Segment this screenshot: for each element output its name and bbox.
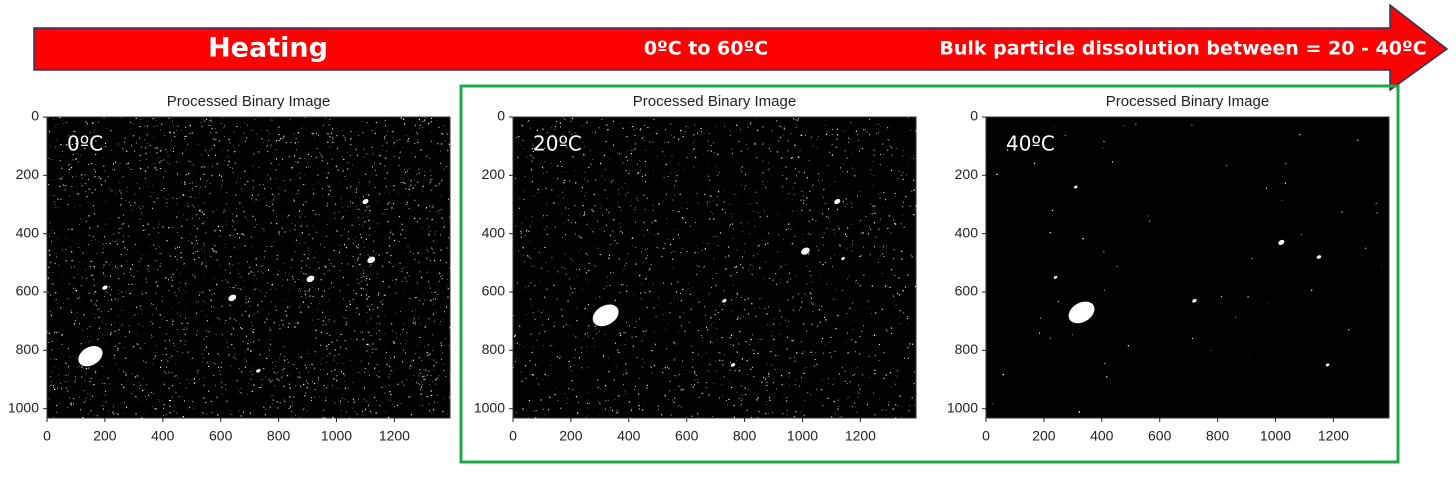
binary-image (512, 116, 917, 419)
x-tick-label: 600 (1148, 428, 1172, 444)
particle-blob (1192, 298, 1197, 303)
y-tick-label: 1000 (947, 399, 978, 415)
y-tick-label: 0 (497, 108, 505, 124)
x-tick-label: 1000 (321, 428, 352, 444)
y-tick-label: 600 (955, 283, 979, 299)
particle-blob (1074, 185, 1078, 189)
particle-blob (102, 285, 108, 290)
particle-blob (367, 256, 376, 264)
binary-image (985, 116, 1390, 419)
x-tick-label: 400 (617, 428, 641, 444)
x-tick-label: 1200 (379, 428, 410, 444)
particle-blob (834, 199, 841, 205)
y-tick-label: 400 (955, 224, 979, 240)
x-tick-label: 800 (267, 428, 291, 444)
x-tick-label: 400 (151, 428, 175, 444)
particle-blob (1053, 275, 1058, 279)
x-tick-label: 0 (982, 428, 990, 444)
particle-blob (730, 363, 736, 367)
y-tick-label: 200 (955, 166, 979, 182)
x-tick-label: 0 (43, 428, 51, 444)
particle-blob (1068, 301, 1095, 324)
x-tick-label: 1200 (1318, 428, 1349, 444)
x-tick-label: 200 (93, 428, 117, 444)
x-tick-label: 1000 (787, 428, 818, 444)
x-tick-label: 0 (509, 428, 517, 444)
particle-blob (78, 346, 103, 367)
particle-blob (801, 247, 810, 255)
particle-blob (228, 294, 237, 302)
y-tick-label: 800 (482, 341, 506, 357)
particle-blob (592, 304, 619, 327)
y-tick-label: 1000 (8, 399, 39, 415)
x-tick-label: 1000 (1260, 428, 1291, 444)
particle-blob (841, 257, 845, 260)
y-tick-label: 800 (16, 341, 40, 357)
y-tick-label: 200 (482, 166, 506, 182)
x-tick-label: 1200 (845, 428, 876, 444)
particle-blob (1316, 255, 1322, 259)
x-tick-label: 200 (1032, 428, 1056, 444)
particle-blob (1325, 363, 1330, 367)
banner-left: Heating (208, 33, 328, 64)
y-tick-label: 0 (970, 108, 978, 124)
particle-blob (362, 199, 369, 205)
highlight-box (459, 84, 1400, 464)
panel-title: Processed Binary Image (1106, 93, 1269, 110)
particle-blob (1278, 239, 1285, 245)
y-tick-label: 600 (16, 283, 40, 299)
particle-blob (722, 298, 727, 303)
y-tick-label: 800 (955, 341, 979, 357)
y-tick-label: 200 (16, 166, 40, 182)
x-tick-label: 600 (675, 428, 699, 444)
temperature-label: 20ºC (533, 132, 582, 156)
panel-title: Processed Binary Image (633, 93, 796, 110)
temperature-label: 40ºC (1006, 132, 1055, 156)
x-tick-label: 600 (209, 428, 233, 444)
particle-blob (256, 368, 261, 373)
y-tick-label: 600 (482, 283, 506, 299)
x-tick-label: 400 (1090, 428, 1114, 444)
y-tick-label: 1000 (474, 399, 505, 415)
x-tick-label: 200 (559, 428, 583, 444)
particle-blob (306, 275, 315, 283)
y-tick-label: 400 (482, 224, 506, 240)
y-tick-label: 400 (16, 224, 40, 240)
y-tick-label: 0 (31, 108, 39, 124)
x-tick-label: 800 (1206, 428, 1230, 444)
banner-right: Bulk particle dissolution between = 20 -… (939, 38, 1426, 60)
temperature-label: 0ºC (67, 132, 103, 156)
banner-middle: 0ºC to 60ºC (644, 38, 768, 60)
heating-arrow (33, 3, 1449, 92)
binary-image (46, 116, 451, 419)
panel-title: Processed Binary Image (167, 93, 330, 110)
x-tick-label: 800 (733, 428, 757, 444)
